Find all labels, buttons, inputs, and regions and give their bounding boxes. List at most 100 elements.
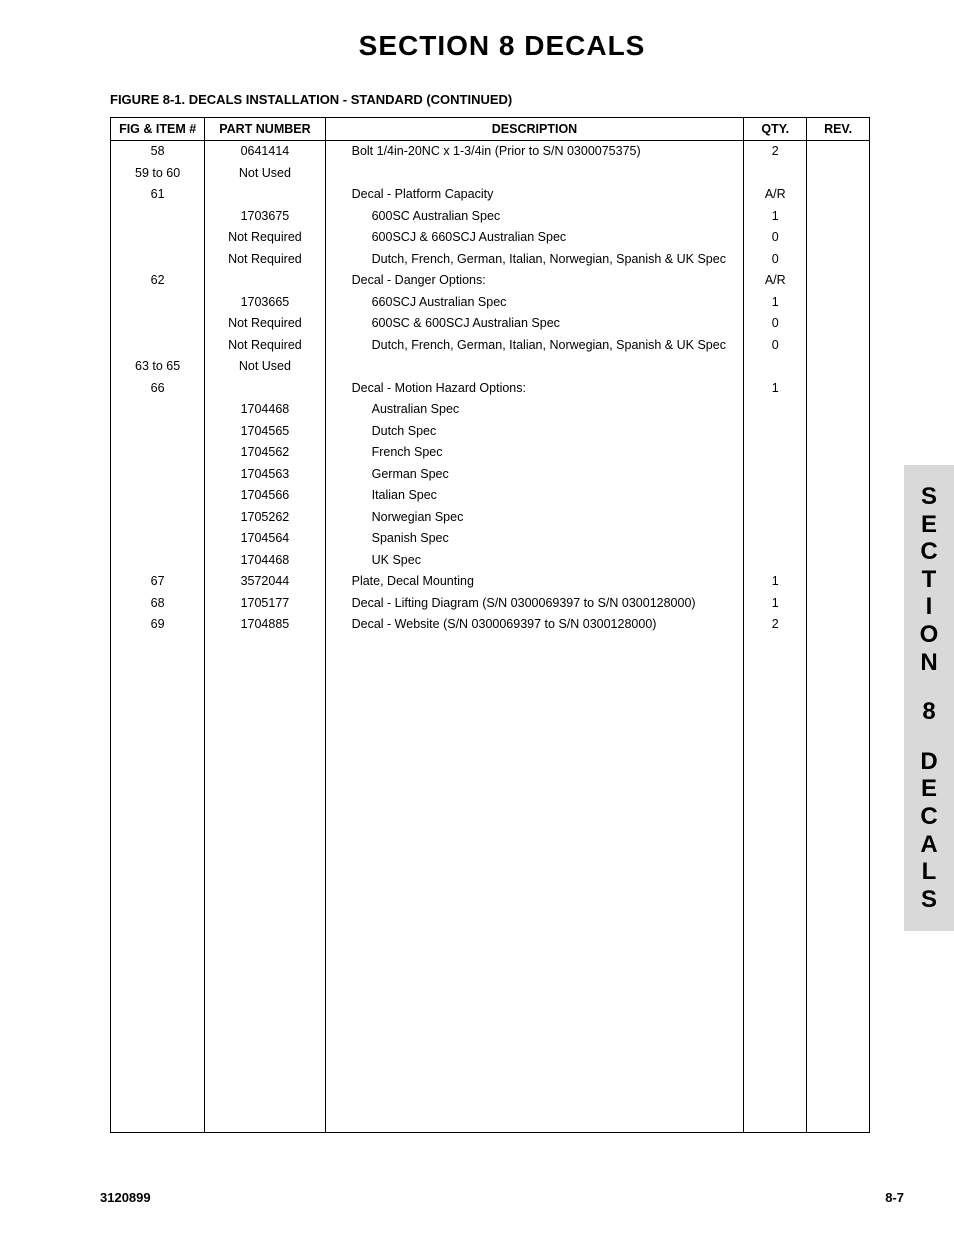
cell-part: 1704885 [205, 614, 325, 636]
cell-part [205, 378, 325, 400]
table-row: 59 to 60Not Used [111, 163, 870, 185]
side-tab-letter: A [904, 831, 954, 859]
cell-qty [744, 356, 807, 378]
cell-desc [325, 356, 744, 378]
side-tab-letter: N [904, 649, 954, 677]
cell-fig [111, 464, 205, 486]
cell-fig: 68 [111, 593, 205, 615]
table-row: Not Required600SC & 600SCJ Australian Sp… [111, 313, 870, 335]
cell-fig [111, 528, 205, 550]
table-row: 1704565Dutch Spec [111, 421, 870, 443]
cell-rev [807, 507, 870, 529]
side-tab-letter: E [904, 775, 954, 803]
cell-fig [111, 335, 205, 357]
cell-qty: 1 [744, 571, 807, 593]
col-header-qty: QTY. [744, 118, 807, 141]
cell-part: Not Required [205, 249, 325, 271]
cell-qty [744, 507, 807, 529]
cell-qty [744, 163, 807, 185]
table-row: 1704563German Spec [111, 464, 870, 486]
cell-desc: Dutch, French, German, Italian, Norwegia… [325, 335, 744, 357]
cell-part: 1704566 [205, 485, 325, 507]
table-row: 61Decal - Platform CapacityA/R [111, 184, 870, 206]
side-tab-letter: T [904, 566, 954, 594]
cell-qty [744, 399, 807, 421]
side-tab-letter: L [904, 858, 954, 886]
cell-rev [807, 528, 870, 550]
cell-qty [744, 421, 807, 443]
cell-part: 1704563 [205, 464, 325, 486]
cell-rev [807, 571, 870, 593]
cell-part: 1703675 [205, 206, 325, 228]
table-row: 681705177Decal - Lifting Diagram (S/N 03… [111, 593, 870, 615]
cell-rev [807, 163, 870, 185]
cell-desc: Australian Spec [325, 399, 744, 421]
cell-fig: 58 [111, 141, 205, 163]
cell-rev [807, 378, 870, 400]
cell-desc: Decal - Website (S/N 0300069397 to S/N 0… [325, 614, 744, 636]
cell-qty [744, 464, 807, 486]
cell-fig [111, 399, 205, 421]
cell-part: Not Used [205, 163, 325, 185]
cell-fig [111, 421, 205, 443]
cell-desc: Spanish Spec [325, 528, 744, 550]
footer-left: 3120899 [100, 1190, 151, 1205]
cell-rev [807, 313, 870, 335]
cell-desc: Norwegian Spec [325, 507, 744, 529]
cell-qty [744, 442, 807, 464]
cell-desc: Dutch, French, German, Italian, Norwegia… [325, 249, 744, 271]
side-tab-letter: S [904, 483, 954, 511]
cell-qty: 1 [744, 593, 807, 615]
cell-fig: 67 [111, 571, 205, 593]
page: SECTION 8 DECALS FIGURE 8-1. DECALS INST… [0, 0, 954, 1235]
table-row: 1704562French Spec [111, 442, 870, 464]
cell-filler [807, 636, 870, 1133]
figure-title: FIGURE 8-1. DECALS INSTALLATION - STANDA… [110, 92, 904, 107]
cell-qty: 2 [744, 614, 807, 636]
cell-filler [205, 636, 325, 1133]
side-tab-letter: O [904, 621, 954, 649]
cell-desc: Italian Spec [325, 485, 744, 507]
section-title: SECTION 8 DECALS [100, 30, 904, 62]
cell-desc: 660SCJ Australian Spec [325, 292, 744, 314]
cell-fig: 61 [111, 184, 205, 206]
cell-qty [744, 528, 807, 550]
cell-qty [744, 550, 807, 572]
cell-qty: 1 [744, 292, 807, 314]
cell-fig [111, 550, 205, 572]
cell-qty: 0 [744, 249, 807, 271]
cell-fig [111, 292, 205, 314]
cell-rev [807, 227, 870, 249]
cell-filler [744, 636, 807, 1133]
cell-rev [807, 356, 870, 378]
cell-rev [807, 550, 870, 572]
cell-desc: Decal - Danger Options: [325, 270, 744, 292]
cell-rev [807, 442, 870, 464]
cell-qty: 0 [744, 313, 807, 335]
table-row: 1704566Italian Spec [111, 485, 870, 507]
cell-fig: 62 [111, 270, 205, 292]
cell-rev [807, 141, 870, 163]
cell-rev [807, 206, 870, 228]
cell-qty: A/R [744, 270, 807, 292]
cell-desc [325, 163, 744, 185]
cell-desc: Decal - Lifting Diagram (S/N 0300069397 … [325, 593, 744, 615]
cell-desc: Bolt 1/4in-20NC x 1-3/4in (Prior to S/N … [325, 141, 744, 163]
table-row: Not RequiredDutch, French, German, Itali… [111, 249, 870, 271]
cell-fig: 63 to 65 [111, 356, 205, 378]
footer-right: 8-7 [885, 1190, 904, 1205]
cell-rev [807, 270, 870, 292]
cell-rev [807, 421, 870, 443]
cell-rev [807, 184, 870, 206]
cell-desc: Plate, Decal Mounting [325, 571, 744, 593]
cell-part: Not Required [205, 227, 325, 249]
cell-part: 1704562 [205, 442, 325, 464]
cell-part: 1705262 [205, 507, 325, 529]
cell-fig [111, 227, 205, 249]
side-tab-letter: E [904, 511, 954, 539]
cell-fig: 59 to 60 [111, 163, 205, 185]
cell-qty: 0 [744, 335, 807, 357]
cell-fig [111, 442, 205, 464]
cell-qty: 0 [744, 227, 807, 249]
col-header-part: PART NUMBER [205, 118, 325, 141]
